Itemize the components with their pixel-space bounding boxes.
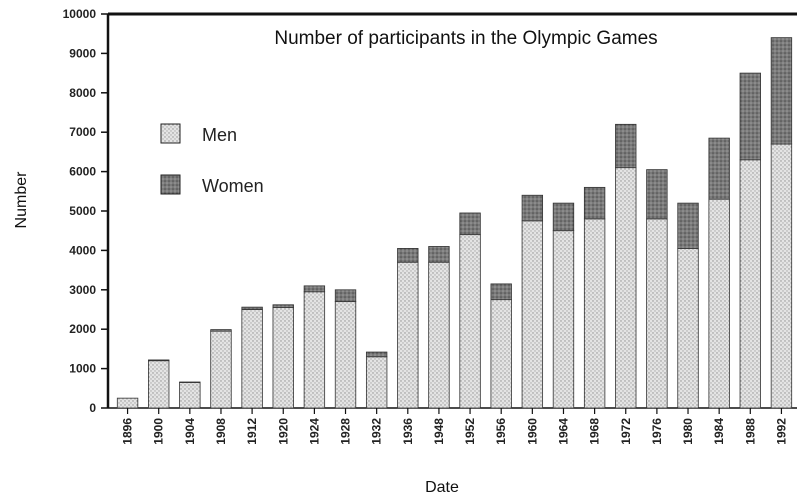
bar-women-1980 — [677, 202, 699, 249]
x-tick-label: 1964 — [556, 418, 570, 445]
legend-label-women: Women — [202, 176, 264, 196]
x-tick-label: 1904 — [183, 418, 197, 445]
x-tick-label: 1928 — [339, 418, 353, 445]
bar-women-1908 — [210, 329, 232, 332]
bar-men-1948 — [428, 261, 450, 409]
bar-men-1984 — [708, 198, 730, 409]
bar-men-1932 — [365, 356, 388, 409]
bar-women-1984 — [708, 137, 730, 200]
x-tick-label: 1956 — [494, 418, 508, 445]
y-tick-label: 10000 — [63, 7, 97, 21]
x-tick-label: 1984 — [712, 418, 726, 445]
y-tick-label: 4000 — [69, 243, 96, 257]
bar-men-1956 — [490, 299, 512, 409]
x-tick-label: 1900 — [152, 418, 166, 445]
x-tick-label: 1976 — [650, 418, 664, 445]
x-tick-label: 1960 — [525, 418, 539, 445]
x-tick-label: 1992 — [774, 418, 788, 445]
legend-label-men: Men — [202, 125, 237, 145]
legend-swatch-women — [160, 174, 181, 195]
bar-women-1968 — [583, 186, 606, 220]
x-tick-label: 1980 — [681, 418, 695, 445]
y-tick-label: 7000 — [69, 125, 96, 139]
x-tick-label: 1912 — [245, 418, 259, 445]
x-axis-title: Date — [425, 479, 459, 496]
y-ticks: 0 1000 2000 3000 4000 5000 6000 7000 8000 9000 100… — [63, 7, 108, 415]
bar-men-1896 — [116, 397, 139, 409]
x-tick-label: 1952 — [463, 418, 477, 445]
y-tick-label: 0 — [89, 401, 96, 415]
x-tick-label: 1972 — [619, 418, 633, 445]
x-tick-label: 1908 — [214, 418, 228, 445]
bar-men-1908 — [210, 330, 232, 409]
bar-women-1936 — [397, 248, 419, 263]
x-tick-label: 1920 — [276, 418, 290, 445]
bar-men-1920 — [272, 307, 294, 409]
bar-men-1904 — [179, 381, 201, 409]
y-tick-label: 1000 — [69, 362, 96, 376]
bar-women-1948 — [428, 246, 450, 263]
bar-women-1932 — [365, 351, 388, 358]
chart-title: Number of participants in the Olympic Ga… — [274, 28, 657, 49]
bar-men-1976 — [646, 218, 668, 409]
bars — [116, 37, 793, 409]
x-tick-label: 1988 — [743, 418, 757, 445]
bar-women-1976 — [646, 169, 668, 220]
bar-women-1988 — [739, 72, 761, 161]
bar-men-1900 — [148, 360, 170, 409]
bar-women-1956 — [490, 283, 512, 301]
x-tick-label: 1932 — [370, 418, 384, 445]
x-tick-label: 1968 — [588, 418, 602, 445]
x-tick-label: 1948 — [432, 418, 446, 445]
bar-men-1912 — [241, 309, 263, 409]
y-tick-label: 6000 — [69, 165, 96, 179]
bar-women-1904 — [179, 381, 201, 383]
bar-women-1972 — [615, 123, 637, 169]
bar-men-1972 — [615, 167, 637, 409]
bar-men-1924 — [303, 291, 326, 409]
bar-women-1952 — [459, 212, 481, 236]
x-ticks: 1896 1900 1904 1908 1912 1920 1924 1928 1932 1936… — [121, 408, 788, 445]
y-tick-label: 5000 — [69, 204, 96, 218]
y-tick-label: 2000 — [69, 322, 96, 336]
y-tick-label: 9000 — [69, 46, 96, 60]
bar-women-1964 — [552, 202, 575, 232]
bar-men-1964 — [552, 230, 575, 409]
bar-men-1960 — [521, 220, 544, 409]
bar-women-1992 — [770, 37, 793, 145]
legend: Men Women — [160, 123, 264, 196]
bar-men-1980 — [677, 248, 699, 409]
bar-men-1968 — [583, 218, 606, 409]
legend-swatch-men — [160, 123, 181, 144]
y-tick-label: 8000 — [69, 86, 96, 100]
y-tick-label: 3000 — [69, 283, 96, 297]
bar-men-1988 — [739, 159, 761, 409]
bar-men-1992 — [770, 143, 793, 409]
y-axis-title: Number — [13, 171, 30, 229]
bar-women-1928 — [334, 289, 357, 303]
bar-men-1952 — [459, 234, 481, 409]
x-tick-label: 1896 — [121, 418, 135, 445]
bar-men-1936 — [397, 261, 419, 409]
bar-women-1912 — [241, 306, 263, 310]
bar-women-1920 — [272, 304, 294, 308]
x-tick-label: 1936 — [401, 418, 415, 445]
x-tick-label: 1924 — [307, 418, 321, 445]
bar-women-1900 — [148, 359, 170, 362]
bar-women-1960 — [521, 194, 544, 222]
title-backdrop — [225, 22, 715, 52]
bar-men-1928 — [334, 301, 357, 409]
bar-women-1924 — [303, 285, 326, 293]
